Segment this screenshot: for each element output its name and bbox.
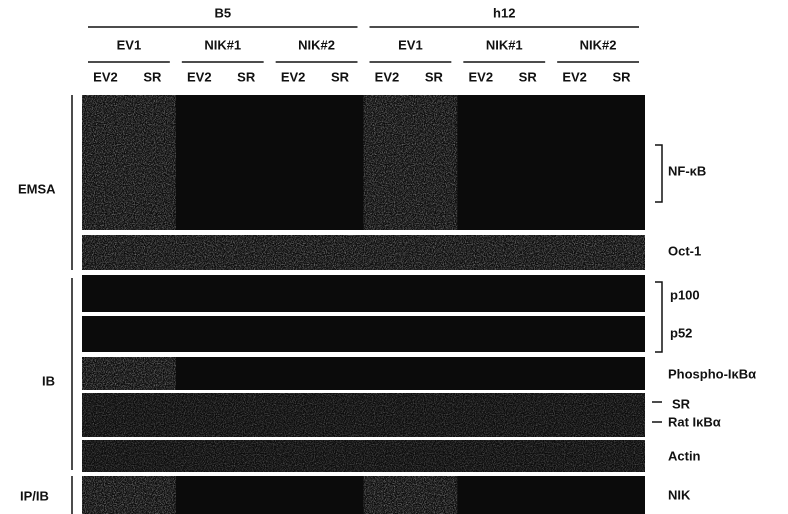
gel-signal <box>551 393 598 437</box>
gel-signal <box>410 440 457 472</box>
section-label: EMSA <box>18 181 56 196</box>
gel-signal <box>223 235 270 270</box>
gel-signal <box>598 235 645 270</box>
gel-signal <box>410 95 457 230</box>
bracket <box>655 282 662 352</box>
gel-signal <box>223 393 270 437</box>
gel-signal <box>364 440 411 472</box>
gel-signal <box>129 357 176 390</box>
gel-signal <box>504 393 551 437</box>
band-label: p100 <box>670 287 700 302</box>
gel-signal <box>129 95 176 230</box>
lane-label: EV2 <box>562 69 587 84</box>
lane-label: EV2 <box>375 69 400 84</box>
group-label: B5 <box>214 5 231 20</box>
subgroup-label: NIK#2 <box>298 37 335 52</box>
gel-signal <box>317 393 364 437</box>
gel-signal <box>598 440 645 472</box>
gel-signal <box>410 393 457 437</box>
gel-signal <box>176 393 223 437</box>
band-label: NIK <box>668 487 691 502</box>
lane-header: B5 EV1 EV2 SR NIK#1 EV2 SR NIK#2 EV2 SR h12 EV1 EV2 S… <box>88 5 639 84</box>
subgroup-label: NIK#1 <box>204 37 241 52</box>
gel-signal <box>82 357 129 390</box>
arrows <box>652 402 662 422</box>
gel-signal <box>457 440 504 472</box>
gel-signal <box>82 95 129 230</box>
gel-signal <box>551 440 598 472</box>
figure: B5 EV1 EV2 SR NIK#1 EV2 SR NIK#2 EV2 SR h12 EV1 EV2 S… <box>0 0 788 514</box>
gel-signal <box>82 393 129 437</box>
gel-signal <box>129 235 176 270</box>
gel-signal <box>176 235 223 270</box>
band-label: Phospho-IκBα <box>668 366 756 381</box>
bracket <box>655 145 662 202</box>
gel-signal <box>82 476 129 514</box>
gel-signal <box>410 476 457 514</box>
gel-signal <box>129 393 176 437</box>
band-label: Rat IκBα <box>668 414 721 429</box>
lane-label: SR <box>143 69 162 84</box>
section-label: IP/IB <box>20 488 49 503</box>
lane-label: EV2 <box>93 69 118 84</box>
lane-label: SR <box>425 69 444 84</box>
gel-signal <box>317 440 364 472</box>
subgroup-label: EV1 <box>117 37 142 52</box>
gel-signal <box>129 440 176 472</box>
lane-label: EV2 <box>281 69 306 84</box>
lane-label: SR <box>613 69 632 84</box>
subgroup-label: NIK#1 <box>486 37 523 52</box>
gel-panels <box>82 95 645 514</box>
gel-signal <box>457 393 504 437</box>
gel-signal <box>504 235 551 270</box>
group-label: h12 <box>493 5 515 20</box>
gel-signal <box>270 440 317 472</box>
band-label: Actin <box>668 448 701 463</box>
subgroup-label: NIK#2 <box>580 37 617 52</box>
gel-signal <box>598 393 645 437</box>
band-label: NF-κB <box>668 163 706 178</box>
gel-signal <box>223 440 270 472</box>
gel-signal <box>364 393 411 437</box>
lane-label: EV2 <box>469 69 494 84</box>
gel-signal <box>270 235 317 270</box>
gel-signal <box>129 476 176 514</box>
band-label: SR <box>672 396 691 411</box>
gel-panel <box>82 316 645 352</box>
gel-signal <box>82 440 129 472</box>
gel-signal <box>82 235 129 270</box>
gel-signal <box>504 440 551 472</box>
gel-signal <box>364 476 411 514</box>
gel-signal <box>176 440 223 472</box>
subgroup-label: EV1 <box>398 37 423 52</box>
gel-signal <box>270 393 317 437</box>
gel-signal <box>551 235 598 270</box>
gel-signal <box>457 235 504 270</box>
gel-signal <box>317 235 364 270</box>
gel-signal <box>364 95 411 230</box>
gel-panel <box>82 275 645 312</box>
lane-label: EV2 <box>187 69 212 84</box>
gel-signal <box>410 235 457 270</box>
gel-signal <box>364 235 411 270</box>
lane-label: SR <box>237 69 256 84</box>
lane-label: SR <box>331 69 350 84</box>
band-label: p52 <box>670 325 692 340</box>
band-label: Oct-1 <box>668 243 701 258</box>
section-label: IB <box>42 373 55 388</box>
lane-label: SR <box>519 69 538 84</box>
